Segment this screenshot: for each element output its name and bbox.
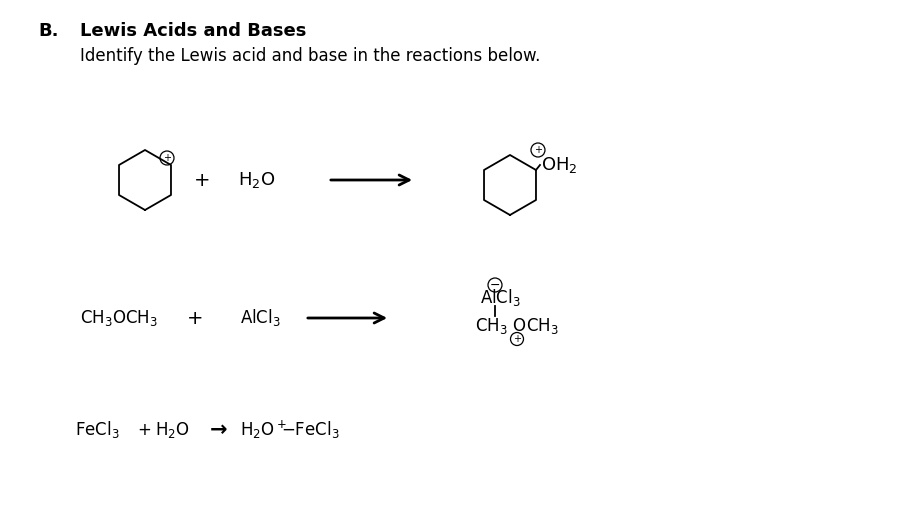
Text: $\mathrm{H_2O^+}$: $\mathrm{H_2O^+}$ (240, 419, 286, 441)
Text: −: − (489, 279, 500, 291)
Text: $\mathrm{CH_3}$: $\mathrm{CH_3}$ (526, 316, 559, 336)
Text: $\mathrm{-FeCl_3}$: $\mathrm{-FeCl_3}$ (281, 420, 340, 441)
Text: $\mathrm{H_2O}$: $\mathrm{H_2O}$ (155, 420, 190, 440)
Text: +: + (194, 170, 210, 189)
Text: +: + (186, 308, 203, 327)
Text: B.: B. (38, 22, 59, 40)
Text: O: O (512, 317, 525, 335)
Text: $\mathrm{FeCl_3}$: $\mathrm{FeCl_3}$ (75, 420, 119, 441)
Text: +: + (534, 145, 542, 155)
Text: $\mathrm{AlCl_3}$: $\mathrm{AlCl_3}$ (480, 287, 521, 308)
Text: $\mathrm{CH_3}$: $\mathrm{CH_3}$ (475, 316, 508, 336)
Text: +: + (137, 421, 151, 439)
Text: $\mathrm{H_2O}$: $\mathrm{H_2O}$ (238, 170, 275, 190)
Text: +: + (163, 153, 171, 163)
Text: $\mathrm{CH_3OCH_3}$: $\mathrm{CH_3OCH_3}$ (80, 308, 158, 328)
Text: Identify the Lewis acid and base in the reactions below.: Identify the Lewis acid and base in the … (80, 47, 541, 65)
Text: Lewis Acids and Bases: Lewis Acids and Bases (80, 22, 307, 40)
Text: $\mathrm{AlCl_3}$: $\mathrm{AlCl_3}$ (240, 307, 281, 328)
Text: +: + (513, 334, 521, 344)
Text: $\mathrm{OH_2}$: $\mathrm{OH_2}$ (541, 155, 577, 175)
Text: →: → (210, 420, 228, 440)
